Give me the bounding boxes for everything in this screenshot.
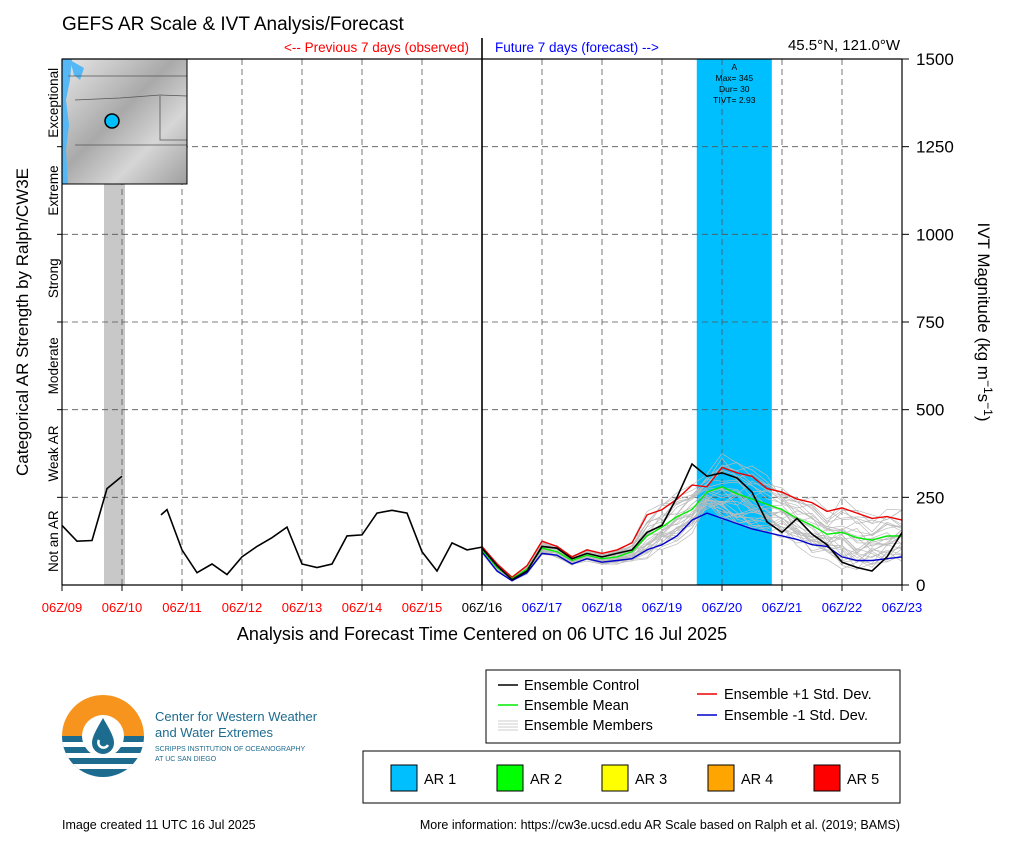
ar2-swatch [496,764,524,792]
ensemble-member-line [481,489,903,580]
future-days-label: Future 7 days (forecast) --> [495,40,659,55]
cw3e-logo: Center for Western Weather and Water Ext… [62,695,318,777]
location-marker-icon [104,113,120,129]
ensemble-member-line [481,471,903,579]
x-tick-label: 06Z/23 [882,600,922,615]
series-lines [61,38,903,585]
observed-line [61,475,123,543]
ensemble-member-line [481,499,903,580]
logo-name-line2: and Water Extremes [155,725,274,740]
legend-minus-std-label: Ensemble -1 Std. Dev. [724,708,868,724]
logo-institution-line1: SCRIPPS INSTITUTION OF OCEANOGRAPHY [155,746,305,753]
ar4-swatch [707,764,735,792]
ar-scale-legend: AR 1 AR 2 AR 3 AR 4 AR 5 [362,750,901,804]
mean-line [481,486,902,580]
y-axis-left-label: Categorical AR Strength by Ralph/CW3E [13,168,32,476]
ar3-swatch [601,764,629,792]
y-tick-label: 1500 [916,50,954,69]
x-tick-label: 06Z/09 [42,600,82,615]
x-tick-label: 06Z/22 [822,600,862,615]
legend-members-swatch [498,720,518,731]
category-label: Weak AR [46,425,61,481]
y-axis-ticks: 0 250 500 750 1000 1250 1500 [902,50,954,595]
category-label: Strong [46,258,61,298]
observed-line [160,508,483,576]
ensemble-member-line [481,499,903,581]
category-label: Moderate [46,337,61,394]
y-tick-label: 250 [916,488,944,507]
logo-name-line1: Center for Western Weather [155,709,318,724]
logo-institution-line2: AT UC SAN DIEGO [155,756,217,763]
x-tick-label: 06Z/21 [762,600,802,615]
legend-plus-std-label: Ensemble +1 Std. Dev. [724,687,872,703]
y-tick-label: 1250 [916,138,954,157]
category-labels: Not an AR Weak AR Moderate Strong Extreme Exc… [46,68,62,572]
ar3-label: AR 3 [635,772,667,788]
line-legend: Ensemble Control Ensemble Mean Ensemble … [485,669,901,744]
ar-event-label: TIVT= 2.93 [713,95,756,105]
ensemble-member-line [481,496,903,580]
x-tick-label: 06Z/20 [702,600,742,615]
ar1-swatch [390,764,418,792]
x-tick-label: 06Z/12 [222,600,262,615]
x-tick-label: 06Z/19 [642,600,682,615]
ensemble-member-line [481,489,903,580]
more-info-text: More information: https://cw3e.ucsd.edu … [420,818,900,832]
ar2-label: AR 2 [530,772,562,788]
y-tick-label: 1000 [916,225,954,244]
x-axis-label: Analysis and Forecast Time Centered on 0… [237,624,727,644]
x-axis-ticks: 06Z/09 06Z/10 06Z/11 06Z/12 06Z/13 06Z/14 06Z/… [42,585,922,615]
x-tick-label: 06Z/15 [402,600,442,615]
x-tick-label: 06Z/13 [282,600,322,615]
y-axis-right-label: IVT Magnitude (kg m−1s−1) [974,222,995,421]
inset-map [61,58,188,185]
legend-control-label: Ensemble Control [524,678,639,694]
control-line [481,462,903,581]
category-label: Exceptional [46,68,61,138]
ar-event-label: Max= 345 [716,73,754,83]
ensemble-member-line [481,494,902,580]
x-tick-label: 06Z/18 [582,600,622,615]
ar4-label: AR 4 [741,772,773,788]
ensemble-member-lines [481,453,903,582]
category-label: Not an AR [46,510,61,572]
water-drop-icon [92,718,114,754]
location-label: 45.5°N, 121.0°W [788,37,901,54]
legend-members-label: Ensemble Members [524,718,653,734]
image-created-text: Image created 11 UTC 16 Jul 2025 [62,818,256,832]
category-label: Extreme [46,165,61,215]
y-tick-label: 750 [916,313,944,332]
ensemble-member-line [481,495,903,582]
ar-event-label: A [731,62,737,72]
legend-mean-label: Ensemble Mean [524,698,629,714]
chart-title: GEFS AR Scale & IVT Analysis/Forecast [62,14,404,35]
x-tick-label: 06Z/14 [342,600,382,615]
plus-std-line [481,466,903,579]
x-tick-label: 06Z/16 [462,600,502,615]
x-tick-label: 06Z/17 [522,600,562,615]
previous-days-label: <-- Previous 7 days (observed) [284,40,469,55]
ar5-swatch [813,764,841,792]
ar-event-label: Dur= 30 [719,84,750,94]
ar5-label: AR 5 [847,772,879,788]
ar1-label: AR 1 [424,772,456,788]
x-tick-label: 06Z/11 [162,600,202,615]
x-tick-label: 06Z/10 [102,600,142,615]
y-tick-label: 500 [916,401,944,420]
ensemble-member-line [481,487,903,580]
y-tick-label: 0 [916,576,925,595]
